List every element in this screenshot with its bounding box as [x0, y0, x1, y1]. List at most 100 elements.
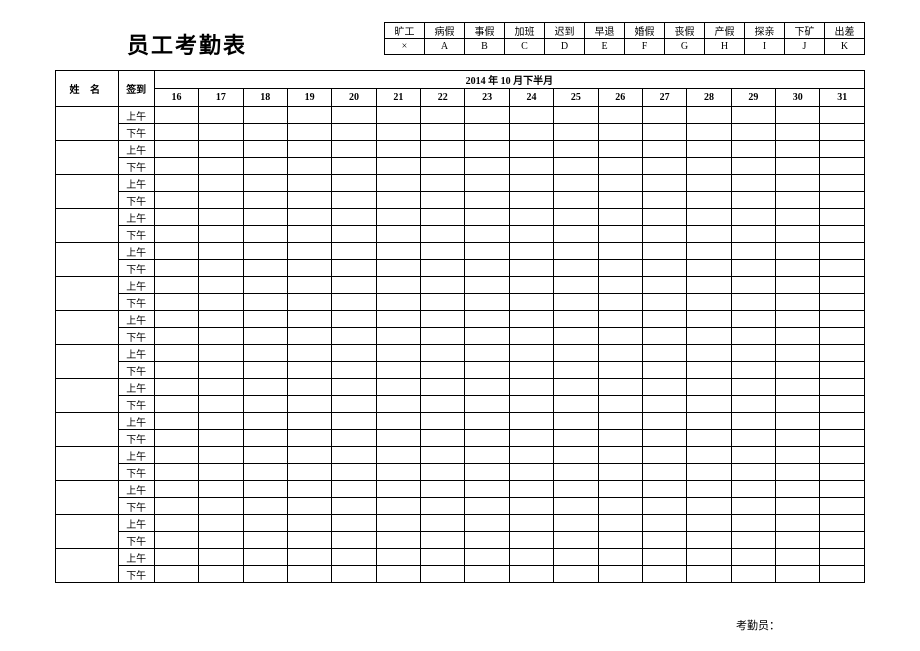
- day-header: 27: [642, 89, 686, 107]
- period-header: 2014 年 10 月下半月: [154, 71, 864, 89]
- attendance-cell: [199, 532, 243, 549]
- day-header: 26: [598, 89, 642, 107]
- legend-code-cell: D: [545, 39, 585, 55]
- attendance-cell: [509, 294, 553, 311]
- name-cell: [56, 413, 119, 447]
- attendance-cell: [199, 549, 243, 566]
- attendance-cell: [687, 464, 731, 481]
- attendance-cell: [199, 107, 243, 124]
- attendance-cell: [243, 345, 287, 362]
- attendance-cell: [598, 566, 642, 583]
- attendance-cell: [332, 141, 376, 158]
- attendance-cell: [731, 515, 775, 532]
- attendance-cell: [376, 107, 420, 124]
- attendance-cell: [509, 379, 553, 396]
- attendance-cell: [731, 209, 775, 226]
- attendance-cell: [421, 328, 465, 345]
- attendance-cell: [731, 362, 775, 379]
- attendance-cell: [598, 277, 642, 294]
- session-pm: 下午: [118, 158, 154, 175]
- attendance-cell: [687, 260, 731, 277]
- attendance-cell: [154, 141, 198, 158]
- attendance-cell: [199, 175, 243, 192]
- table-row: 下午: [56, 396, 865, 413]
- attendance-cell: [731, 464, 775, 481]
- attendance-cell: [776, 379, 820, 396]
- attendance-cell: [776, 260, 820, 277]
- legend-code-cell: E: [585, 39, 625, 55]
- attendance-cell: [731, 192, 775, 209]
- attendance-cell: [332, 192, 376, 209]
- attendance-cell: [731, 158, 775, 175]
- attendance-cell: [199, 124, 243, 141]
- attendance-cell: [731, 243, 775, 260]
- attendance-cell: [820, 515, 865, 532]
- attendance-cell: [687, 209, 731, 226]
- day-header: 16: [154, 89, 198, 107]
- attendance-cell: [421, 379, 465, 396]
- attendance-cell: [376, 226, 420, 243]
- session-pm: 下午: [118, 362, 154, 379]
- attendance-cell: [642, 192, 686, 209]
- attendance-cell: [820, 481, 865, 498]
- attendance-cell: [421, 124, 465, 141]
- attendance-cell: [820, 413, 865, 430]
- name-cell: [56, 141, 119, 175]
- attendance-cell: [687, 515, 731, 532]
- attendance-cell: [598, 107, 642, 124]
- attendance-cell: [598, 175, 642, 192]
- attendance-cell: [554, 464, 598, 481]
- attendance-cell: [731, 430, 775, 447]
- attendance-cell: [332, 515, 376, 532]
- attendance-cell: [154, 396, 198, 413]
- attendance-cell: [243, 107, 287, 124]
- day-header: 24: [509, 89, 553, 107]
- table-row: 上午: [56, 515, 865, 532]
- attendance-cell: [598, 498, 642, 515]
- attendance-cell: [332, 464, 376, 481]
- attendance-cell: [154, 345, 198, 362]
- session-pm: 下午: [118, 328, 154, 345]
- legend-header-cell: 病假: [425, 23, 465, 39]
- attendance-cell: [465, 532, 509, 549]
- attendance-cell: [642, 243, 686, 260]
- attendance-cell: [243, 566, 287, 583]
- attendance-cell: [421, 362, 465, 379]
- attendance-cell: [332, 311, 376, 328]
- attendance-cell: [154, 430, 198, 447]
- attendance-cell: [687, 362, 731, 379]
- attendance-cell: [642, 260, 686, 277]
- attendance-cell: [287, 124, 331, 141]
- attendance-cell: [154, 362, 198, 379]
- attendance-cell: [776, 141, 820, 158]
- attendance-cell: [554, 124, 598, 141]
- attendance-cell: [376, 532, 420, 549]
- attendance-cell: [820, 158, 865, 175]
- legend-code-cell: A: [425, 39, 465, 55]
- attendance-cell: [776, 430, 820, 447]
- attendance-cell: [731, 566, 775, 583]
- legend-code-cell: G: [665, 39, 705, 55]
- attendance-cell: [199, 447, 243, 464]
- attendance-cell: [243, 430, 287, 447]
- attendance-cell: [820, 277, 865, 294]
- attendance-cell: [642, 311, 686, 328]
- attendance-cell: [376, 141, 420, 158]
- attendance-cell: [554, 209, 598, 226]
- attendance-cell: [598, 464, 642, 481]
- attendance-cell: [332, 447, 376, 464]
- attendance-cell: [465, 549, 509, 566]
- attendance-cell: [509, 515, 553, 532]
- attendance-cell: [642, 124, 686, 141]
- attendance-cell: [642, 532, 686, 549]
- attendance-cell: [199, 141, 243, 158]
- name-cell: [56, 515, 119, 549]
- attendance-cell: [332, 107, 376, 124]
- attendance-cell: [509, 158, 553, 175]
- attendance-cell: [509, 107, 553, 124]
- attendance-cell: [554, 549, 598, 566]
- session-pm: 下午: [118, 396, 154, 413]
- attendance-cell: [554, 311, 598, 328]
- attendance-cell: [154, 209, 198, 226]
- attendance-cell: [421, 345, 465, 362]
